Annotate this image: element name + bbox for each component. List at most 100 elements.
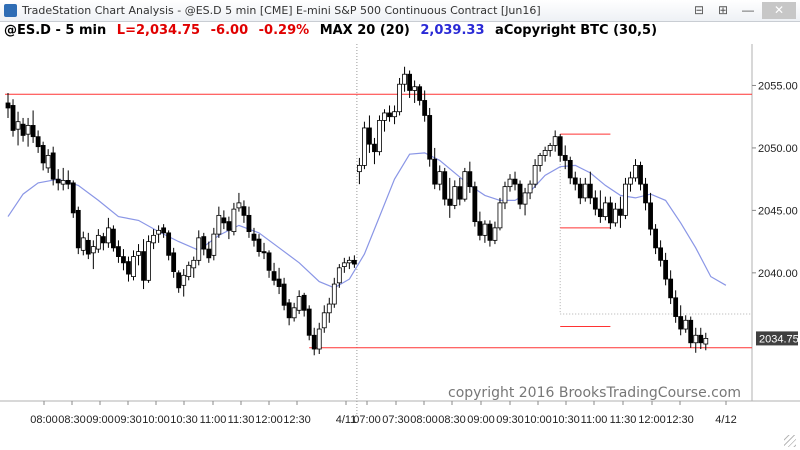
y-tick-label: 2050.00 [758, 143, 798, 155]
ma-value-label: 2,039.33 [420, 23, 485, 38]
candle-body [372, 143, 377, 153]
candle-body [422, 100, 428, 116]
candle-body [362, 127, 367, 166]
candle-body [452, 186, 458, 206]
restore-pane-icon[interactable]: ⊟ [693, 3, 705, 17]
candle-body [547, 145, 553, 151]
candle-body [402, 73, 407, 85]
maximize-icon[interactable]: ⊞ [717, 3, 729, 17]
candle-body [577, 183, 583, 199]
candle-body [668, 278, 674, 299]
candle-body [271, 271, 277, 281]
candle-body [10, 105, 16, 131]
candle-body [356, 165, 362, 173]
candle-body [613, 208, 618, 224]
candle-body [633, 165, 638, 179]
candle-body [597, 208, 603, 218]
x-tick-label: 12:00 [638, 414, 666, 426]
x-tick-label: 09:30 [114, 414, 142, 426]
candle-body [95, 234, 101, 250]
moving-average-line [7, 152, 727, 289]
candle-body [417, 86, 423, 101]
change-percent-label: -0.29% [258, 23, 310, 38]
candle-body [106, 227, 111, 244]
candle-body [587, 183, 593, 199]
candle-body [392, 111, 397, 118]
last-price-tag: 2034.75 [759, 333, 799, 345]
candle-body [100, 236, 106, 244]
candle-body [472, 186, 478, 223]
candle-body [211, 233, 217, 256]
x-tick-label: 4/12 [715, 414, 736, 426]
candle-body [35, 136, 41, 148]
candle-body [5, 102, 11, 109]
candle-body [447, 198, 453, 206]
candle-body [703, 338, 709, 345]
x-tick-label: 07:00 [353, 414, 381, 426]
x-tick-label: 07:30 [382, 414, 410, 426]
minimize-icon[interactable]: — [742, 3, 754, 17]
candle-body [557, 136, 563, 156]
candle-body [688, 319, 694, 344]
candle-body [251, 233, 257, 241]
candle-body [286, 302, 292, 319]
app-icon [4, 4, 17, 17]
candle-body [678, 316, 684, 330]
candle-body [256, 238, 262, 252]
candle-body [80, 237, 86, 251]
title-bar: TradeStation Chart Analysis - @ES.D 5 mi… [0, 0, 800, 22]
candle-body [30, 125, 36, 138]
y-tick-label: 2045.00 [758, 205, 798, 217]
candle-body [527, 183, 533, 194]
candle-body [562, 155, 568, 161]
candle-body [326, 303, 332, 314]
candle-body [85, 239, 91, 255]
x-tick-label: 11:00 [200, 414, 227, 426]
candle-body [146, 241, 151, 281]
candle-body [241, 206, 247, 216]
study-label: aCopyright BTC (30,5) [495, 23, 658, 38]
candle-body [582, 183, 588, 199]
close-icon[interactable]: ✕ [762, 2, 796, 19]
candle-body [166, 232, 172, 256]
x-tick-label: 08:00 [30, 414, 58, 426]
candle-body [346, 259, 352, 264]
candle-body [522, 192, 528, 205]
y-tick-label: 2040.00 [758, 268, 798, 280]
candle-body [336, 267, 342, 284]
x-tick-label: 08:00 [410, 414, 438, 426]
candle-body [497, 202, 503, 229]
x-tick-label: 11:30 [228, 414, 255, 426]
candle-body [331, 283, 337, 305]
candle-body [186, 264, 192, 277]
candle-body [161, 227, 167, 234]
candle-body [291, 307, 297, 319]
candle-body [226, 221, 232, 231]
candle-body [351, 259, 357, 265]
candle-body [121, 256, 126, 264]
candle-body [196, 237, 202, 261]
candle-body [75, 209, 81, 249]
price-chart[interactable]: 2055.00 2050.00 2045.00 2040.00 2034.75 08:00… [0, 44, 800, 450]
candle-body [467, 171, 473, 188]
candle-body [537, 155, 543, 166]
x-tick-label: 09:00 [467, 414, 495, 426]
candle-body [171, 252, 177, 272]
candle-body [643, 183, 648, 204]
candle-body [638, 165, 643, 185]
candle-body [437, 171, 443, 185]
candle-body [321, 312, 327, 329]
candle-body [377, 120, 382, 153]
symbol-label: @ES.D - 5 min [4, 23, 107, 38]
candle-body [136, 251, 141, 256]
candle-body [116, 246, 121, 257]
candle-body [367, 127, 372, 145]
x-tick-label: 08:30 [438, 414, 466, 426]
candle-body [628, 177, 633, 185]
candle-body [45, 155, 51, 169]
resize-grip-icon[interactable] [784, 435, 796, 447]
candle-body [311, 334, 317, 350]
candle-body [532, 165, 538, 185]
candle-body [653, 228, 658, 249]
candle-body [216, 214, 222, 235]
